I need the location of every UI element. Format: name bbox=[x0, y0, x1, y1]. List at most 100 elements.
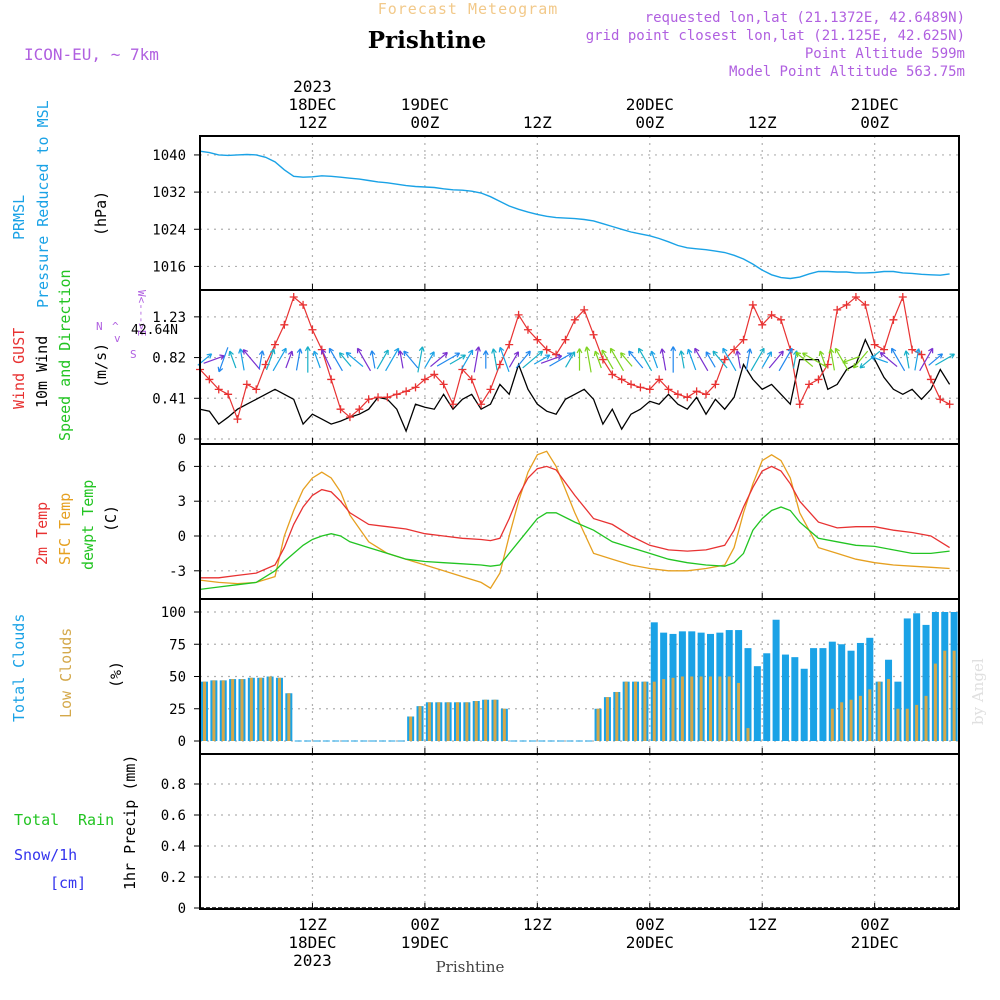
gust-marker bbox=[439, 380, 448, 389]
top-time-label: 20DEC bbox=[626, 95, 674, 114]
wind-arrow bbox=[217, 347, 229, 373]
gust-marker bbox=[467, 375, 476, 384]
gust-marker bbox=[692, 387, 701, 396]
low-cloud-bar bbox=[737, 682, 741, 741]
low-cloud-bar bbox=[680, 676, 684, 741]
gust-marker bbox=[589, 330, 598, 339]
gust-marker bbox=[449, 400, 457, 409]
bottom-time-label: 19DEC bbox=[401, 933, 449, 952]
wind-arrow bbox=[601, 349, 614, 370]
y-tick-label: 0 bbox=[178, 529, 186, 545]
wind-arrow bbox=[369, 350, 376, 369]
wind-arrow bbox=[424, 351, 435, 368]
total-cloud-bar bbox=[819, 648, 827, 741]
low-cloud-bar bbox=[409, 716, 413, 741]
point-altitude: Point Altitude 599m bbox=[805, 46, 965, 62]
top-time-label: 2023 bbox=[293, 77, 332, 96]
wind-arrow bbox=[498, 346, 510, 373]
gust-marker bbox=[299, 300, 308, 309]
low-cloud-bar bbox=[849, 699, 853, 741]
y-tick-label: 75 bbox=[169, 637, 186, 653]
wind-arrow bbox=[533, 354, 551, 365]
low-cloud-bar bbox=[634, 681, 638, 741]
top-time-label: 12Z bbox=[523, 113, 552, 132]
wind-labels: Wind GUST 10m Wind Speed and Direction (… bbox=[10, 269, 178, 441]
low-cloud-bar bbox=[896, 708, 900, 741]
precip-unit: 1hr Precip (mm) bbox=[121, 755, 139, 890]
low-cloud-bar bbox=[671, 677, 675, 741]
wind-arrow bbox=[272, 347, 287, 372]
bottom-time-label: 12Z bbox=[748, 915, 777, 934]
gust-marker bbox=[917, 350, 926, 359]
model-altitude: Model Point Altitude 563.75m bbox=[729, 64, 965, 80]
y-tick-label: 1040 bbox=[152, 148, 186, 164]
wind-arrow bbox=[670, 346, 677, 373]
wind-arrow bbox=[242, 349, 261, 370]
wind-arrow bbox=[508, 351, 519, 368]
low-cloud-bar bbox=[652, 681, 656, 741]
wind-arrow bbox=[750, 347, 765, 372]
low-cloud-bar bbox=[418, 706, 422, 741]
latitude-annotation: 42.64N bbox=[131, 323, 178, 338]
gust-marker bbox=[926, 375, 935, 384]
wind-arrow bbox=[482, 350, 489, 369]
wind-arrow bbox=[397, 350, 404, 369]
wind-arrow bbox=[694, 347, 709, 372]
total-cloud-bar bbox=[744, 648, 752, 741]
wind-arrow bbox=[914, 348, 921, 371]
wind-arrow bbox=[376, 349, 389, 370]
low-cloud-bar bbox=[446, 702, 450, 741]
low-cloud-bar bbox=[474, 701, 478, 741]
low-cloud-bar bbox=[231, 679, 235, 741]
wind-arrow bbox=[735, 350, 741, 369]
wind-arrow bbox=[417, 346, 425, 373]
wind-arrow bbox=[722, 347, 737, 372]
gust-marker bbox=[851, 292, 860, 301]
gust-marker bbox=[430, 370, 439, 379]
wind-arrow bbox=[620, 352, 633, 367]
wind-arrow bbox=[903, 350, 910, 369]
low-cloud-bar bbox=[624, 681, 628, 741]
total-cloud-bar bbox=[913, 613, 921, 741]
gust-marker bbox=[795, 400, 804, 409]
low-cloud-bar bbox=[502, 708, 506, 741]
top-time-label: 12Z bbox=[748, 113, 777, 132]
low-cloud-bar bbox=[709, 676, 712, 741]
total-cloud-bar bbox=[828, 641, 836, 741]
model-label: ICON-EU, ~ 7km bbox=[24, 45, 159, 64]
gust-marker bbox=[486, 385, 495, 394]
wind-arrow bbox=[320, 349, 332, 370]
total-cloud-bar bbox=[810, 648, 818, 741]
wind-arrow bbox=[584, 346, 592, 373]
low-cloud-bar bbox=[943, 650, 947, 741]
low-cloud-bar bbox=[605, 697, 609, 741]
y-tick-label: -3 bbox=[169, 564, 186, 580]
temp2m-line bbox=[200, 465, 950, 579]
snow-label: Snow/1h bbox=[14, 846, 77, 864]
wind-arrow bbox=[356, 347, 372, 372]
top-time-label: 19DEC bbox=[401, 95, 449, 114]
wind-arrow bbox=[304, 346, 311, 373]
wind-arrow bbox=[265, 348, 276, 371]
low-cloud-bar bbox=[287, 693, 291, 741]
dewpt-label: dewpt Temp bbox=[79, 480, 97, 570]
bottom-time-label: 18DEC bbox=[288, 933, 336, 952]
y-tick-label: 50 bbox=[169, 670, 186, 686]
low-cloud-bar bbox=[484, 699, 488, 741]
low-cloud-bar bbox=[905, 708, 909, 741]
low-cloud-bar bbox=[437, 702, 441, 741]
gust-marker bbox=[711, 380, 720, 389]
wind-arrow bbox=[935, 353, 956, 366]
gust-marker bbox=[495, 360, 504, 369]
gust-marker bbox=[598, 355, 607, 364]
wind-arrow bbox=[659, 348, 667, 371]
gust-marker bbox=[224, 390, 233, 399]
wind-arrow bbox=[258, 350, 265, 369]
pressure-panel bbox=[199, 150, 950, 280]
watermark: by Angel bbox=[969, 658, 987, 725]
low-cloud-bar bbox=[427, 702, 431, 741]
panel-frames bbox=[199, 135, 960, 910]
low-cloud-bar bbox=[858, 695, 862, 741]
low-cloud-bar bbox=[249, 677, 253, 741]
